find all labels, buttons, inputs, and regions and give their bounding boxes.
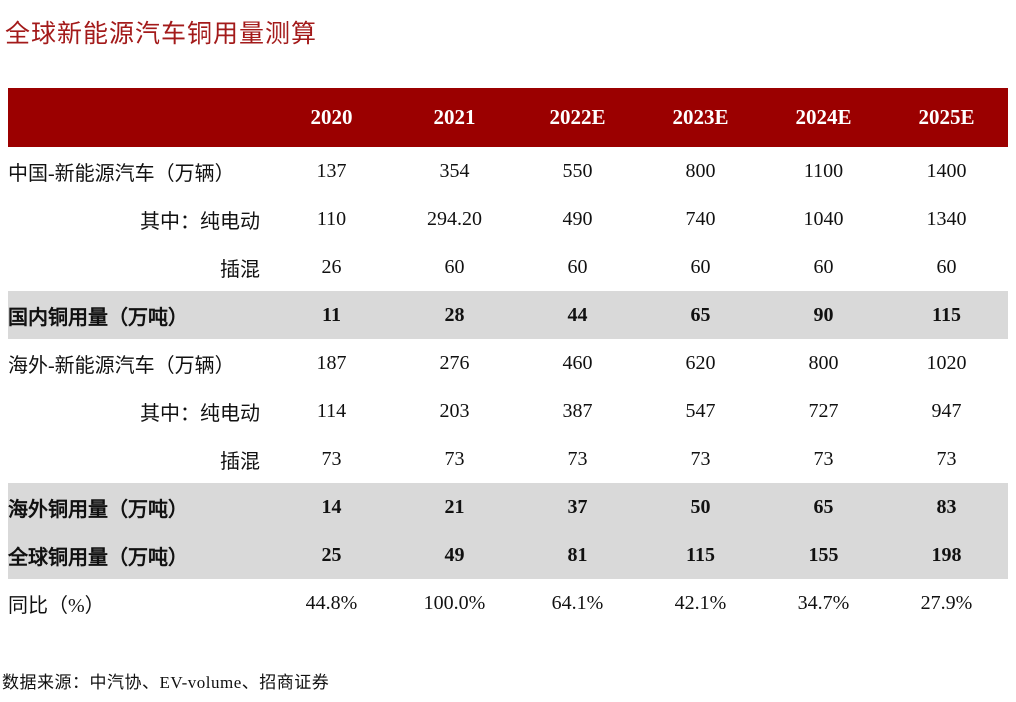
cell-value: 155 <box>808 543 839 566</box>
cell-value: 60 <box>813 255 834 278</box>
cell-value: 115 <box>932 303 961 326</box>
table-row: 国内铜用量（万吨） 11 28 44 65 90 115 <box>8 291 1008 339</box>
cell-value: 198 <box>931 543 962 566</box>
cell-value: 60 <box>444 255 465 278</box>
cell-value: 65 <box>690 303 711 326</box>
cell-value: 100.0% <box>423 591 486 614</box>
cell-value: 73 <box>936 447 957 470</box>
cell-value: 49 <box>444 543 465 566</box>
data-source-note: 数据来源：中汽协、EV-volume、招商证券 <box>2 673 330 692</box>
cell-value: 354 <box>439 159 470 182</box>
cell-value: 203 <box>439 399 470 422</box>
cell-value: 73 <box>567 447 588 470</box>
cell-value: 460 <box>562 351 593 374</box>
cell-value: 44 <box>567 303 588 326</box>
table-row: 插混 26 60 60 60 60 60 <box>8 243 1008 291</box>
column-header-2021: 2021 <box>433 105 476 129</box>
cell-value: 73 <box>813 447 834 470</box>
row-label: 其中：纯电动 <box>140 402 260 425</box>
cell-value: 947 <box>931 399 962 422</box>
cell-value: 90 <box>813 303 834 326</box>
cell-value: 187 <box>316 351 347 374</box>
cell-value: 81 <box>567 543 588 566</box>
cell-value: 740 <box>685 207 716 230</box>
cell-value: 1340 <box>926 207 967 230</box>
cell-value: 137 <box>316 159 347 182</box>
table-body: 中国-新能源汽车（万辆） 137 354 550 800 1100 1400 其中：纯电动 11… <box>8 147 1008 627</box>
row-label: 插混 <box>220 258 260 281</box>
table-row: 其中：纯电动 110 294.20 490 740 1040 1340 <box>8 195 1008 243</box>
cell-value: 65 <box>813 495 834 518</box>
cell-value: 60 <box>690 255 711 278</box>
cell-value: 83 <box>936 495 957 518</box>
cell-value: 1400 <box>926 159 967 182</box>
cell-value: 727 <box>808 399 839 422</box>
cell-value: 1020 <box>926 351 967 374</box>
row-label: 国内铜用量（万吨） <box>8 306 188 329</box>
cell-value: 1100 <box>803 159 844 182</box>
cell-value: 1040 <box>803 207 844 230</box>
cell-value: 25 <box>321 543 342 566</box>
cell-value: 73 <box>444 447 465 470</box>
cell-value: 73 <box>690 447 711 470</box>
table-row: 其中：纯电动 114 203 387 547 727 947 <box>8 387 1008 435</box>
cell-value: 114 <box>316 399 347 422</box>
column-header-2025E: 2025E <box>918 105 975 129</box>
cell-value: 44.8% <box>305 591 358 614</box>
table-row: 海外-新能源汽车（万辆） 187 276 460 620 800 1020 <box>8 339 1008 387</box>
table-row: 全球铜用量（万吨） 25 49 81 115 155 198 <box>8 531 1008 579</box>
cell-value: 294.20 <box>427 207 482 230</box>
table-row: 同比（%） 44.8% 100.0% 64.1% 42.1% 34.7% 27.9% <box>8 579 1008 627</box>
row-label: 全球铜用量（万吨） <box>8 546 188 569</box>
cell-value: 14 <box>321 495 342 518</box>
cell-value: 28 <box>444 303 465 326</box>
cell-value: 550 <box>562 159 593 182</box>
cell-value: 60 <box>936 255 957 278</box>
table-header-row: 2020 2021 2022E 2023E 2024E 2025E <box>8 88 1008 147</box>
table-row: 中国-新能源汽车（万辆） 137 354 550 800 1100 1400 <box>8 147 1008 195</box>
column-header-2024E: 2024E <box>795 105 852 129</box>
cell-value: 490 <box>562 207 593 230</box>
cell-value: 11 <box>322 303 341 326</box>
cell-value: 27.9% <box>920 591 973 614</box>
cell-value: 276 <box>439 351 470 374</box>
cell-value: 110 <box>316 207 347 230</box>
cell-value: 64.1% <box>551 591 604 614</box>
column-header-2022E: 2022E <box>549 105 606 129</box>
table-row: 海外铜用量（万吨） 14 21 37 50 65 83 <box>8 483 1008 531</box>
row-label: 海外铜用量（万吨） <box>8 498 188 521</box>
cell-value: 26 <box>321 255 342 278</box>
cell-value: 387 <box>562 399 593 422</box>
row-label: 中国-新能源汽车（万辆） <box>8 162 235 185</box>
copper-usage-table: 2020 2021 2022E 2023E 2024E 2025E 中国-新能源汽车（万辆… <box>8 88 1008 627</box>
cell-value: 42.1% <box>674 591 727 614</box>
cell-value: 21 <box>444 495 465 518</box>
cell-value: 37 <box>567 495 588 518</box>
page-title: 全球新能源汽车铜用量测算 <box>5 21 318 48</box>
cell-value: 50 <box>690 495 711 518</box>
cell-value: 115 <box>686 543 715 566</box>
cell-value: 800 <box>808 351 839 374</box>
row-label: 同比（%） <box>8 594 105 617</box>
cell-value: 547 <box>685 399 716 422</box>
row-label: 海外-新能源汽车（万辆） <box>8 354 235 377</box>
row-label: 其中：纯电动 <box>140 210 260 233</box>
cell-value: 800 <box>685 159 716 182</box>
column-header-2020: 2020 <box>310 105 353 129</box>
table-row: 插混 73 73 73 73 73 73 <box>8 435 1008 483</box>
cell-value: 620 <box>685 351 716 374</box>
column-header-2023E: 2023E <box>672 105 729 129</box>
cell-value: 73 <box>321 447 342 470</box>
cell-value: 60 <box>567 255 588 278</box>
cell-value: 34.7% <box>797 591 850 614</box>
row-label: 插混 <box>220 450 260 473</box>
